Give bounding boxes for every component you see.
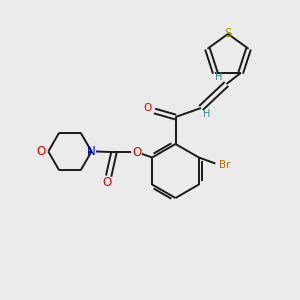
Text: O: O	[144, 103, 152, 113]
Text: O: O	[132, 146, 141, 159]
Text: O: O	[103, 176, 112, 189]
Text: Br: Br	[219, 160, 230, 170]
Text: S: S	[224, 27, 232, 40]
Text: N: N	[87, 145, 96, 158]
Text: O: O	[36, 145, 45, 158]
Text: H: H	[203, 109, 211, 119]
Text: H: H	[215, 72, 222, 82]
